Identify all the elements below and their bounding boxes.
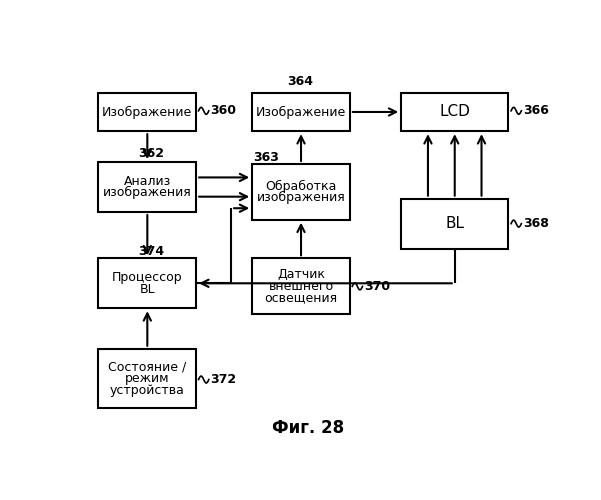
- Text: 363: 363: [253, 150, 279, 164]
- Text: режим: режим: [125, 372, 169, 385]
- Text: 370: 370: [364, 280, 391, 293]
- FancyBboxPatch shape: [401, 198, 508, 248]
- FancyBboxPatch shape: [99, 92, 196, 131]
- FancyBboxPatch shape: [252, 164, 350, 220]
- FancyBboxPatch shape: [99, 162, 196, 212]
- Text: 364: 364: [287, 76, 313, 88]
- Text: 374: 374: [138, 245, 164, 258]
- Text: Анализ: Анализ: [124, 175, 171, 188]
- FancyBboxPatch shape: [99, 349, 196, 408]
- Text: 372: 372: [211, 373, 237, 386]
- Text: освещения: освещения: [264, 291, 338, 304]
- Text: изображения: изображения: [103, 186, 192, 200]
- Text: 362: 362: [138, 146, 164, 160]
- FancyBboxPatch shape: [252, 92, 350, 131]
- FancyBboxPatch shape: [252, 258, 350, 314]
- Text: 368: 368: [523, 217, 549, 230]
- Text: 366: 366: [523, 104, 549, 118]
- Text: Фиг. 28: Фиг. 28: [272, 418, 344, 436]
- Text: Изображение: Изображение: [256, 106, 346, 118]
- Text: Изображение: Изображение: [102, 106, 192, 118]
- Text: BL: BL: [445, 216, 464, 231]
- FancyBboxPatch shape: [401, 92, 508, 131]
- Text: Процессор: Процессор: [112, 271, 183, 284]
- Text: Обработка: Обработка: [265, 180, 337, 192]
- Text: Датчик: Датчик: [277, 268, 325, 281]
- Text: изображения: изображения: [257, 191, 346, 204]
- Text: внешнего: внешнего: [269, 280, 334, 292]
- Text: LCD: LCD: [439, 104, 470, 120]
- Text: устройства: устройства: [110, 384, 185, 396]
- FancyBboxPatch shape: [99, 258, 196, 308]
- Text: 360: 360: [211, 104, 237, 118]
- Text: Состояние /: Состояние /: [108, 360, 186, 374]
- Text: BL: BL: [139, 282, 155, 296]
